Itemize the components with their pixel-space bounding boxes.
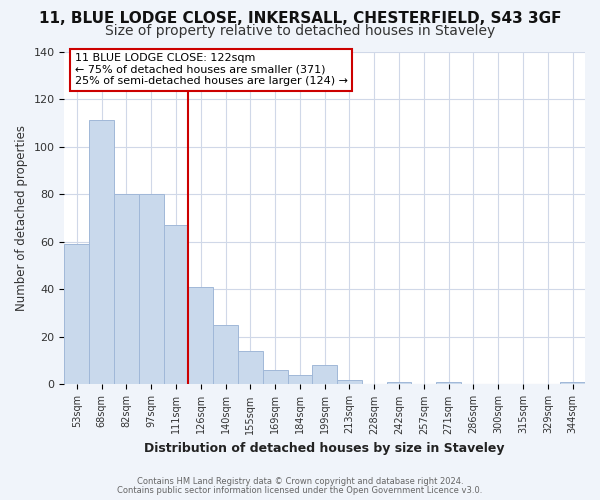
Bar <box>287 375 313 384</box>
Bar <box>164 225 188 384</box>
Y-axis label: Number of detached properties: Number of detached properties <box>15 125 28 311</box>
Bar <box>89 120 114 384</box>
Text: Contains HM Land Registry data © Crown copyright and database right 2024.: Contains HM Land Registry data © Crown c… <box>137 477 463 486</box>
Bar <box>114 194 139 384</box>
Bar <box>386 382 412 384</box>
X-axis label: Distribution of detached houses by size in Staveley: Distribution of detached houses by size … <box>145 442 505 455</box>
Bar <box>337 380 362 384</box>
Text: Size of property relative to detached houses in Staveley: Size of property relative to detached ho… <box>105 24 495 38</box>
Bar <box>238 351 263 384</box>
Bar <box>263 370 287 384</box>
Bar <box>313 366 337 384</box>
Bar <box>139 194 164 384</box>
Text: 11 BLUE LODGE CLOSE: 122sqm
← 75% of detached houses are smaller (371)
25% of se: 11 BLUE LODGE CLOSE: 122sqm ← 75% of det… <box>75 53 348 86</box>
Bar <box>213 325 238 384</box>
Text: 11, BLUE LODGE CLOSE, INKERSALL, CHESTERFIELD, S43 3GF: 11, BLUE LODGE CLOSE, INKERSALL, CHESTER… <box>39 11 561 26</box>
Bar <box>64 244 89 384</box>
Text: Contains public sector information licensed under the Open Government Licence v3: Contains public sector information licen… <box>118 486 482 495</box>
Bar <box>560 382 585 384</box>
Bar <box>188 287 213 384</box>
Bar <box>436 382 461 384</box>
